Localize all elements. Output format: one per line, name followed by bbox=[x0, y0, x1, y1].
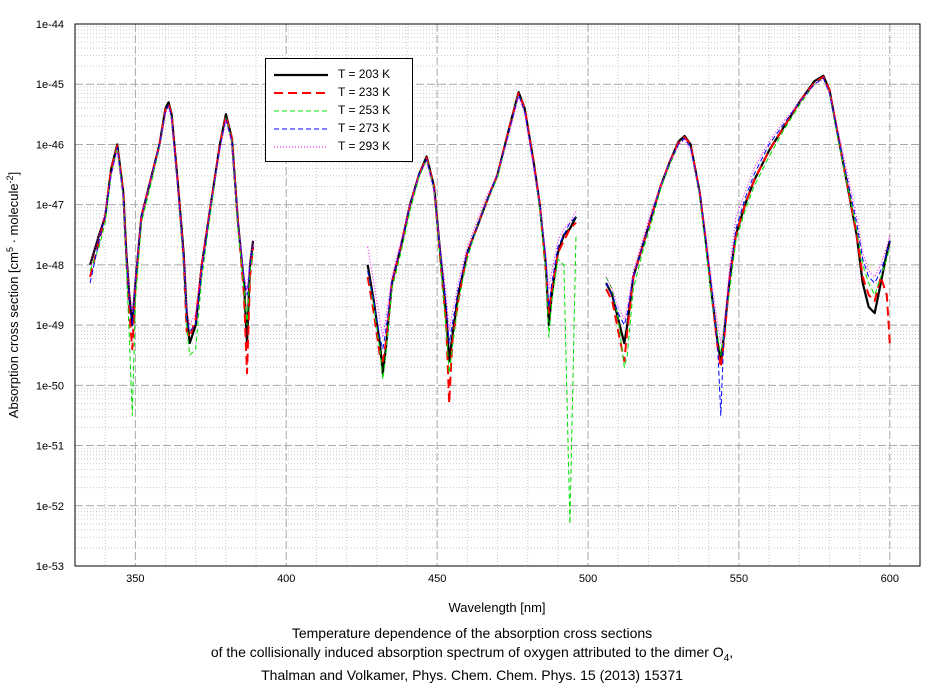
y-label-superscript: -2 bbox=[5, 175, 15, 183]
legend-label: T = 293 K bbox=[338, 139, 391, 153]
y-tick-label: 1e-44 bbox=[36, 19, 64, 31]
x-tick-label: 550 bbox=[730, 573, 748, 585]
y-label-text: Absorption cross section [cm bbox=[6, 252, 21, 418]
x-tick-label: 600 bbox=[881, 573, 899, 585]
y-label-text: ] bbox=[6, 172, 21, 176]
tick-labels: 350 400 450 500 550 600 1e-44 1e-45 1e-46 1e-47 1e… bbox=[36, 19, 899, 585]
x-tick-label: 400 bbox=[277, 573, 295, 585]
y-tick-label: 1e-48 bbox=[36, 260, 64, 272]
series-line-273k bbox=[89, 104, 254, 332]
legend-entry: T = 203 K bbox=[266, 67, 414, 83]
subtitle-subscript: 4 bbox=[723, 652, 730, 664]
legend-label: T = 273 K bbox=[338, 121, 391, 135]
y-label-text: · molecule bbox=[6, 183, 21, 247]
series-line-253k bbox=[367, 94, 577, 525]
series-line-233k bbox=[89, 103, 255, 375]
x-tick-label: 450 bbox=[428, 573, 446, 585]
grid bbox=[75, 23, 920, 567]
legend-label: T = 203 K bbox=[338, 67, 391, 81]
y-tick-label: 1e-45 bbox=[36, 79, 64, 91]
series-line-273k bbox=[367, 94, 577, 350]
series-lines bbox=[89, 74, 891, 525]
y-tick-label: 1e-46 bbox=[36, 139, 64, 151]
chart-title: Temperature dependence of the absorption… bbox=[291, 625, 653, 641]
legend-entry: T = 253 K bbox=[266, 103, 414, 119]
y-tick-label: 1e-52 bbox=[36, 501, 64, 513]
legend-entry: T = 233 K bbox=[266, 85, 414, 101]
subtitle-end: , bbox=[729, 644, 734, 660]
legend-label: T = 233 K bbox=[338, 85, 391, 99]
y-tick-label: 1e-47 bbox=[36, 200, 64, 212]
legend-swatch bbox=[274, 146, 328, 148]
y-tick-label: 1e-53 bbox=[36, 561, 64, 573]
legend-swatch bbox=[274, 92, 328, 94]
y-tick-label: 1e-50 bbox=[36, 380, 64, 392]
x-tick-label: 500 bbox=[579, 573, 597, 585]
legend: T = 203 K T = 233 K T = 253 K T = 273 K T = … bbox=[265, 58, 413, 162]
legend-entry: T = 293 K bbox=[266, 139, 414, 155]
plot-frame bbox=[74, 23, 921, 567]
legend-swatch bbox=[274, 110, 328, 112]
legend-label: T = 253 K bbox=[338, 103, 391, 117]
legend-swatch bbox=[274, 73, 328, 77]
y-tick-label: 1e-49 bbox=[36, 320, 64, 332]
x-axis-label: Wavelength [nm] bbox=[448, 600, 545, 615]
legend-swatch bbox=[274, 128, 328, 130]
y-label-superscript: 5 bbox=[5, 247, 15, 252]
subtitle-text: of the collisionally induced absorption … bbox=[210, 644, 724, 660]
chart-citation: Thalman and Volkamer, Phys. Chem. Chem. … bbox=[261, 667, 683, 683]
y-axis-label: Absorption cross section [cm5 · molecule… bbox=[5, 172, 21, 418]
y-tick-label: 1e-51 bbox=[36, 441, 64, 453]
legend-entry: T = 273 K bbox=[266, 121, 414, 137]
chart-subtitle: of the collisionally induced absorption … bbox=[0, 644, 944, 664]
series-line-273k bbox=[605, 77, 891, 416]
x-tick-label: 350 bbox=[126, 573, 144, 585]
series-line-293k bbox=[89, 106, 254, 326]
series-line-253k bbox=[605, 77, 891, 368]
